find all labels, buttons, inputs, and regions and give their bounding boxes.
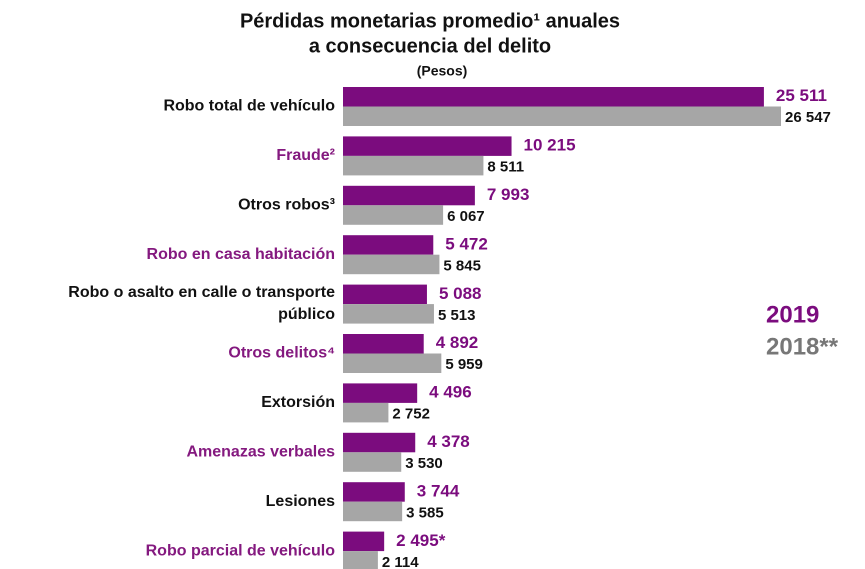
bar bbox=[343, 136, 512, 156]
category-label: Extorsión bbox=[261, 394, 335, 411]
value-label: 2 495* bbox=[396, 531, 446, 550]
bar bbox=[343, 402, 389, 423]
category-label: Robo total de vehículo bbox=[163, 98, 335, 115]
bar bbox=[343, 383, 418, 403]
bar bbox=[343, 334, 424, 354]
value-label: 3 744 bbox=[417, 481, 460, 500]
category-label: Fraude² bbox=[276, 147, 335, 164]
value-label: 5 959 bbox=[445, 356, 483, 373]
category-label-line: Robo o asalto en calle o transporte bbox=[68, 284, 335, 301]
category-label: Amenazas verbales bbox=[186, 444, 335, 461]
value-label: 3 585 bbox=[406, 504, 444, 521]
bar bbox=[343, 235, 434, 255]
value-label: 6 067 bbox=[447, 208, 485, 225]
value-label: 26 547 bbox=[785, 109, 831, 126]
value-label: 2 752 bbox=[392, 406, 430, 423]
category-label: Robo en casa habitación bbox=[147, 246, 335, 263]
value-label: 5 472 bbox=[445, 234, 488, 253]
value-label: 25 511 bbox=[776, 86, 827, 105]
category-label-line: público bbox=[278, 306, 335, 323]
bar bbox=[343, 501, 403, 522]
value-label: 4 496 bbox=[429, 383, 472, 402]
bar bbox=[343, 353, 442, 373]
value-label: 3 530 bbox=[405, 455, 443, 472]
value-label: 4 378 bbox=[427, 432, 470, 451]
chart-title: a consecuencia del delito bbox=[309, 35, 551, 57]
category-label: Robo parcial de vehículo bbox=[146, 542, 336, 559]
bar bbox=[343, 155, 484, 176]
category-label: Robo o asalto en calle o transporte públi… bbox=[68, 284, 335, 323]
value-label: 5 088 bbox=[439, 284, 482, 303]
value-label: 8 511 bbox=[487, 159, 524, 176]
legend-label: 2019 bbox=[766, 301, 819, 328]
bar bbox=[343, 284, 427, 305]
value-label: 5 513 bbox=[438, 307, 476, 324]
chart-subtitle: (Pesos) bbox=[417, 63, 468, 79]
legend-label: 2018** bbox=[766, 333, 839, 360]
bar bbox=[343, 254, 440, 275]
bar bbox=[343, 304, 434, 324]
value-label: 7 993 bbox=[487, 185, 530, 204]
bar bbox=[343, 551, 378, 569]
category-label: Otros delitos⁴ bbox=[228, 345, 335, 362]
category-label: Otros robos³ bbox=[238, 197, 335, 214]
value-label: 5 845 bbox=[443, 257, 481, 274]
bar bbox=[343, 87, 764, 107]
bar bbox=[343, 185, 475, 206]
bar bbox=[343, 452, 402, 472]
value-label: 10 215 bbox=[524, 136, 576, 155]
value-label: 4 892 bbox=[436, 333, 479, 352]
bar bbox=[343, 106, 781, 126]
chart-title: Pérdidas monetarias promedio¹ anuales bbox=[240, 10, 620, 32]
value-label: 2 114 bbox=[382, 554, 419, 569]
bar bbox=[343, 205, 444, 225]
bar bbox=[343, 482, 405, 502]
category-label: Lesiones bbox=[266, 493, 335, 510]
bar bbox=[343, 531, 385, 552]
bar bbox=[343, 432, 416, 453]
